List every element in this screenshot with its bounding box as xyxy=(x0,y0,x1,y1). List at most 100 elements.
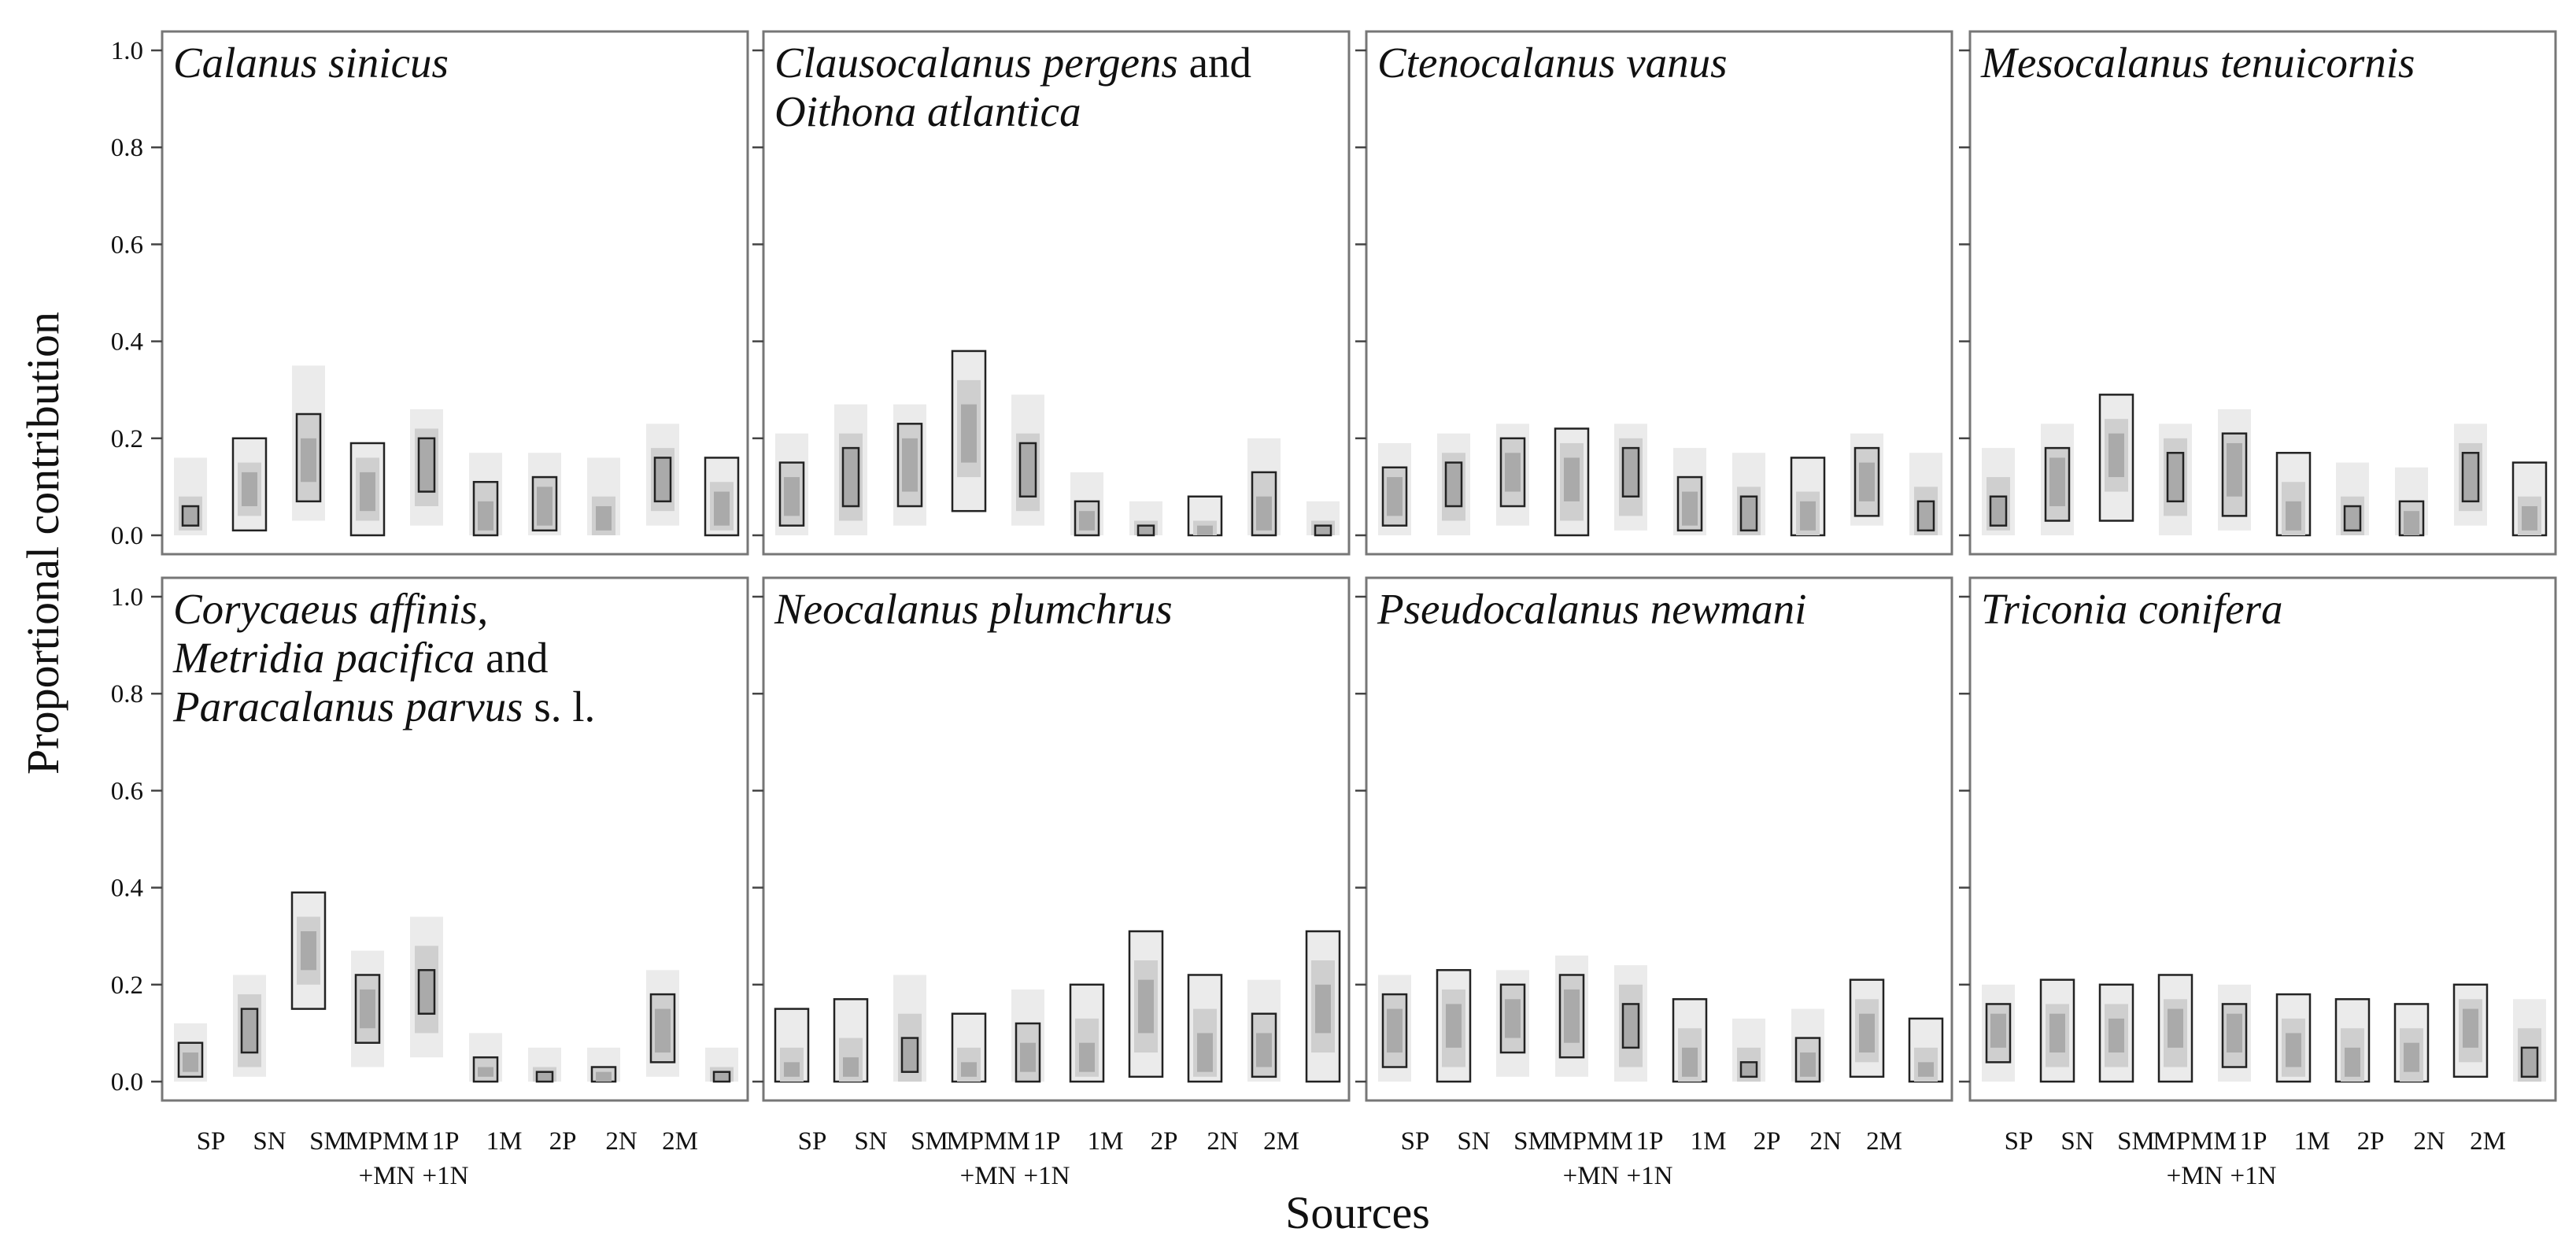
y-tick-label: 0.4 xyxy=(111,328,143,357)
interval-box xyxy=(712,1071,731,1083)
x-tick-label: +MN xyxy=(359,1162,416,1190)
interval-box xyxy=(784,477,800,516)
interval-box xyxy=(1990,1013,2006,1048)
panel-title-segment: Metridia pacifica xyxy=(172,634,475,682)
y-tick-label: 0.6 xyxy=(111,231,143,259)
interval-box xyxy=(2227,442,2242,497)
interval-box xyxy=(181,505,200,527)
interval-box xyxy=(2049,1013,2065,1053)
x-tick-label: SM xyxy=(911,1127,948,1156)
x-tick-label: SP xyxy=(1401,1127,1430,1156)
y-tick-label: 0.6 xyxy=(111,777,143,805)
interval-box xyxy=(1444,461,1463,508)
interval-box xyxy=(596,1071,612,1082)
interval-box xyxy=(961,1062,977,1077)
interval-box xyxy=(655,1008,671,1053)
x-tick-label: MPMM xyxy=(946,1127,1029,1156)
x-tick-label: SN xyxy=(253,1127,286,1156)
panel-title: Clausocalanus pergens and Oithona atlanti… xyxy=(774,39,1251,135)
panel-title-segment: s. l. xyxy=(523,682,596,731)
x-tick-label: SN xyxy=(1457,1127,1490,1156)
panel-frame xyxy=(161,576,749,1102)
interval-box xyxy=(360,472,375,512)
interval-box xyxy=(242,472,257,507)
interval-box xyxy=(535,1071,554,1083)
interval-box xyxy=(2343,505,2362,532)
interval-box xyxy=(1020,1042,1036,1072)
y-tick-label: 0.8 xyxy=(111,680,143,708)
interval-box xyxy=(1564,989,1580,1043)
x-tick-label: 2N xyxy=(1207,1127,1239,1156)
x-tick-label: SN xyxy=(2060,1127,2094,1156)
x-tick-label: +1N xyxy=(1627,1162,1673,1190)
interval-box xyxy=(1138,979,1154,1034)
panel-title: Neocalanus plumchrus xyxy=(774,585,1173,633)
y-tick-label: 1.0 xyxy=(111,37,143,65)
interval-box xyxy=(1918,1062,1934,1077)
x-tick-label: MPMM xyxy=(345,1127,428,1156)
x-tick-label: MPMM xyxy=(2153,1127,2236,1156)
x-tick-label: 2M xyxy=(1866,1127,1902,1156)
panel-frame xyxy=(1968,576,2557,1102)
interval-box xyxy=(537,486,553,526)
interval-box xyxy=(417,969,436,1015)
interval-box xyxy=(183,1052,198,1072)
panel-title-segment: , xyxy=(478,585,489,633)
interval-box xyxy=(2168,1008,2183,1048)
x-tick-label: SP xyxy=(197,1127,226,1156)
interval-box xyxy=(360,989,375,1029)
x-tick-label: 1P xyxy=(432,1127,460,1156)
y-tick-label: 0.8 xyxy=(111,134,143,162)
interval-box xyxy=(1739,1061,1758,1078)
panel-title-segment: Ctenocalanus vanus xyxy=(1377,39,1728,87)
x-tick-label: +1N xyxy=(2230,1162,2277,1190)
y-tick-label: 1.0 xyxy=(111,583,143,612)
interval-box xyxy=(1916,500,1935,532)
x-tick-label: +1N xyxy=(1024,1162,1070,1190)
interval-box xyxy=(902,438,918,492)
interval-box xyxy=(2108,433,2124,478)
y-axis-title: Proportional contribution xyxy=(17,312,68,775)
interval-box xyxy=(1197,1033,1213,1072)
interval-box xyxy=(1314,524,1332,537)
y-tick-label: 0.2 xyxy=(111,971,143,1000)
y-tick-label: 0.0 xyxy=(111,1068,143,1097)
panel-title-segment: Paracalanus parvus xyxy=(172,682,523,731)
interval-box xyxy=(714,491,730,526)
interval-box xyxy=(301,931,316,971)
panel-title-segment: Clausocalanus pergens xyxy=(774,39,1178,87)
y-tick-label: 0.4 xyxy=(111,875,143,903)
interval-box xyxy=(2520,1046,2539,1078)
interval-box xyxy=(2049,457,2065,507)
interval-box xyxy=(1739,495,1758,532)
interval-box xyxy=(596,506,612,531)
panel-title: Pseudocalanus newmani xyxy=(1377,585,1806,633)
interval-box xyxy=(1859,462,1875,501)
interval-box xyxy=(2286,501,2301,531)
x-tick-label: 2M xyxy=(662,1127,698,1156)
panel-title: Calanus sinicus xyxy=(173,39,449,87)
x-tick-label: SN xyxy=(854,1127,887,1156)
x-tick-label: 2P xyxy=(549,1127,577,1156)
panel-title-segment: and xyxy=(1178,39,1251,87)
panel-title-segment: Corycaeus affinis xyxy=(173,585,478,633)
interval-box xyxy=(1256,1033,1272,1067)
y-tick-label: 0.2 xyxy=(111,425,143,453)
x-tick-label: 1M xyxy=(2294,1127,2330,1156)
interval-box xyxy=(1018,442,1037,498)
x-tick-label: 2N xyxy=(2413,1127,2445,1156)
x-tick-label: SP xyxy=(2005,1127,2034,1156)
interval-box xyxy=(1505,999,1521,1038)
interval-box xyxy=(2404,1042,2419,1072)
x-tick-label: +MN xyxy=(960,1162,1017,1190)
interval-box xyxy=(2463,1008,2478,1048)
x-tick-label: SM xyxy=(1513,1127,1551,1156)
interval-box xyxy=(2522,506,2537,531)
interval-box xyxy=(1682,491,1698,526)
interval-box xyxy=(1079,511,1095,531)
interval-box xyxy=(1859,1013,1875,1053)
panel-title-segment: Mesocalanus tenuicornis xyxy=(1980,39,2415,87)
panel-title: Mesocalanus tenuicornis xyxy=(1980,39,2415,87)
x-tick-label: 2P xyxy=(2357,1127,2385,1156)
